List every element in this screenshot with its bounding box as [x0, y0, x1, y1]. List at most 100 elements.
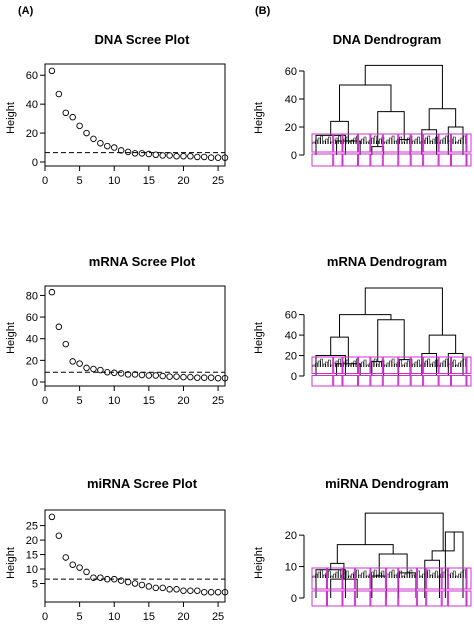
- dna-dendrogram-leaf-branch: [317, 137, 321, 144]
- dna-dendrogram-cluster-box-lower: [398, 153, 411, 167]
- mrna-scree-ytick-label: 80: [26, 290, 38, 302]
- dna-dendrogram-leaf-branch: [401, 141, 405, 144]
- mirna-scree-point: [138, 581, 146, 589]
- mirna-scree-point: [62, 554, 70, 561]
- mrna-scree-point: [90, 365, 97, 373]
- dna-dendrogram-leaf-branch: [373, 135, 377, 144]
- panel-label-b: (B): [255, 5, 271, 17]
- mirna-scree-frame: [44, 509, 226, 603]
- mrna-dendrogram-cluster-box: [398, 356, 411, 374]
- mirna-dendrogram-marks: 0 10 20: [285, 512, 472, 607]
- mrna-dendrogram-link: [339, 314, 392, 338]
- mirna-dendrogram-cluster-box: [447, 567, 467, 590]
- dna-scree-ylabel: Height: [5, 102, 17, 134]
- dna-dendrogram-leaf-branch: [427, 135, 431, 144]
- dna-dendrogram-leaf-branch: [430, 140, 433, 144]
- mirna-scree-point: [214, 588, 222, 596]
- mrna-dendrogram-cluster-box: [410, 356, 424, 374]
- mrna-dendrogram-leaf-branch: [312, 364, 316, 367]
- dna-scree-point: [131, 150, 139, 157]
- mrna-scree-point: [200, 374, 208, 381]
- mrna-dendrogram-leaf-branch: [335, 360, 339, 367]
- dna-scree-point: [90, 135, 97, 143]
- mrna-dendrogram-cluster-box: [423, 356, 439, 374]
- mirna-dendrogram-leaf-branch: [312, 575, 316, 578]
- dna-scree-point: [110, 144, 118, 151]
- dna-dendrogram-leaf-branch: [445, 135, 448, 144]
- dna-dendrogram-title: DNA Dendrogram: [333, 32, 442, 47]
- mrna-dendrogram-leaf-branch: [430, 363, 433, 367]
- dna-dendrogram-cluster-box-lower: [382, 153, 399, 167]
- mrna-dendrogram-leaf-branch: [394, 363, 397, 367]
- dna-dendrogram-leaf-branch: [322, 140, 326, 144]
- mirna-scree-ylabel: Height: [5, 547, 17, 579]
- mrna-dendrogram-cluster-box-lower: [410, 375, 424, 387]
- mirna-scree-xtick-label: 20: [177, 611, 189, 623]
- dna-scree-point: [200, 153, 208, 161]
- dna-scree-ytick-label: 20: [26, 128, 38, 140]
- mrna-scree-point: [110, 369, 118, 377]
- mirna-dendrogram-cluster-box-lower: [398, 590, 417, 607]
- dna-scree-point: [55, 90, 63, 98]
- dna-dendrogram-leaf-branch: [442, 137, 446, 144]
- mirna-dendrogram-leaf-branch: [333, 573, 336, 578]
- mirna-dendrogram-leaf-branch: [394, 574, 397, 578]
- mirna-dendrogram-leaf-branch: [427, 569, 431, 578]
- dna-dendrogram-cluster-box: [398, 133, 411, 153]
- mirna-dendrogram-leaf-branch: [404, 573, 408, 578]
- dna-dendrogram-leaf-branch: [376, 140, 380, 144]
- dna-dendrogram-leaf-branch: [350, 139, 354, 144]
- mirna-scree-point: [131, 580, 139, 587]
- mrna-scree-frame: [44, 285, 226, 387]
- mirna-dendrogram: miRNA Dendrogram Height: [253, 476, 449, 579]
- mrna-scree-xtick-label: 15: [143, 395, 155, 407]
- mrna-dendrogram-leaf-branch: [458, 362, 461, 367]
- dna-dendrogram: DNA Dendrogram Height: [253, 32, 441, 134]
- mirna-scree-point: [194, 587, 201, 595]
- mrna-dendrogram-leaf-branch: [440, 362, 443, 367]
- mrna-dendrogram-cluster-box-lower: [358, 375, 371, 387]
- mirna-scree-point: [159, 584, 166, 592]
- mirna-dendrogram-leaf-branch: [363, 570, 367, 578]
- mrna-dendrogram-leaf-branch: [384, 364, 387, 367]
- mrna-scree-xtick-label: 0: [42, 395, 48, 407]
- mrna-dendrogram-cluster-box-lower: [333, 375, 343, 387]
- dna-scree-ytick-label: 60: [26, 70, 38, 82]
- mirna-dendrogram-leaf-branch: [389, 571, 392, 578]
- mrna-dendrogram-cluster-box-lower: [423, 375, 439, 387]
- dna-scree-point: [69, 113, 76, 121]
- mirna-dendrogram-ytick-label: 0: [291, 593, 297, 605]
- dna-dendrogram-link: [364, 64, 443, 109]
- mirna-scree-point: [187, 587, 194, 595]
- mrna-scree-point: [69, 358, 76, 365]
- mrna-scree-point: [152, 372, 160, 379]
- mirna-dendrogram-cluster-box-lower: [370, 590, 386, 607]
- mrna-dendrogram-leaf-branch: [412, 363, 415, 367]
- mrna-dendrogram-leaf-branch: [424, 360, 428, 367]
- mrna-dendrogram-leaf-branch: [361, 361, 364, 367]
- mirna-scree-point: [166, 586, 173, 593]
- dna-scree-point: [145, 150, 153, 158]
- mirna-dendrogram-cluster-box-lower: [342, 590, 355, 607]
- dna-dendrogram-ytick-label: 40: [285, 94, 297, 106]
- dna-scree-xtick-label: 25: [212, 175, 224, 187]
- mrna-dendrogram-leaf-branch: [401, 364, 405, 367]
- mrna-scree-point: [214, 374, 222, 382]
- dna-scree-point: [104, 142, 111, 150]
- dna-dendrogram-leaf-branch: [389, 137, 392, 144]
- mirna-dendrogram-cluster-box-lower: [466, 590, 472, 607]
- dna-scree-title: DNA Scree Plot: [95, 32, 191, 47]
- dna-dendrogram-leaf-branch: [414, 138, 418, 144]
- mrna-dendrogram-link: [377, 319, 405, 362]
- mirna-scree-point: [173, 586, 180, 593]
- mrna-scree-point: [145, 372, 153, 379]
- dna-dendrogram-cluster-box-lower: [451, 153, 467, 167]
- dna-scree-point: [152, 151, 160, 159]
- mrna-dendrogram-leaf-branch: [379, 361, 382, 367]
- mirna-dendrogram-leaf-branch: [320, 569, 323, 578]
- mrna-dendrogram-ytick-label: 40: [285, 330, 297, 342]
- mrna-scree-point: [180, 373, 187, 381]
- mrna-scree-point: [187, 373, 194, 381]
- dna-dendrogram-cluster-box-lower: [342, 153, 358, 167]
- dna-dendrogram-leaf-branch: [440, 139, 443, 144]
